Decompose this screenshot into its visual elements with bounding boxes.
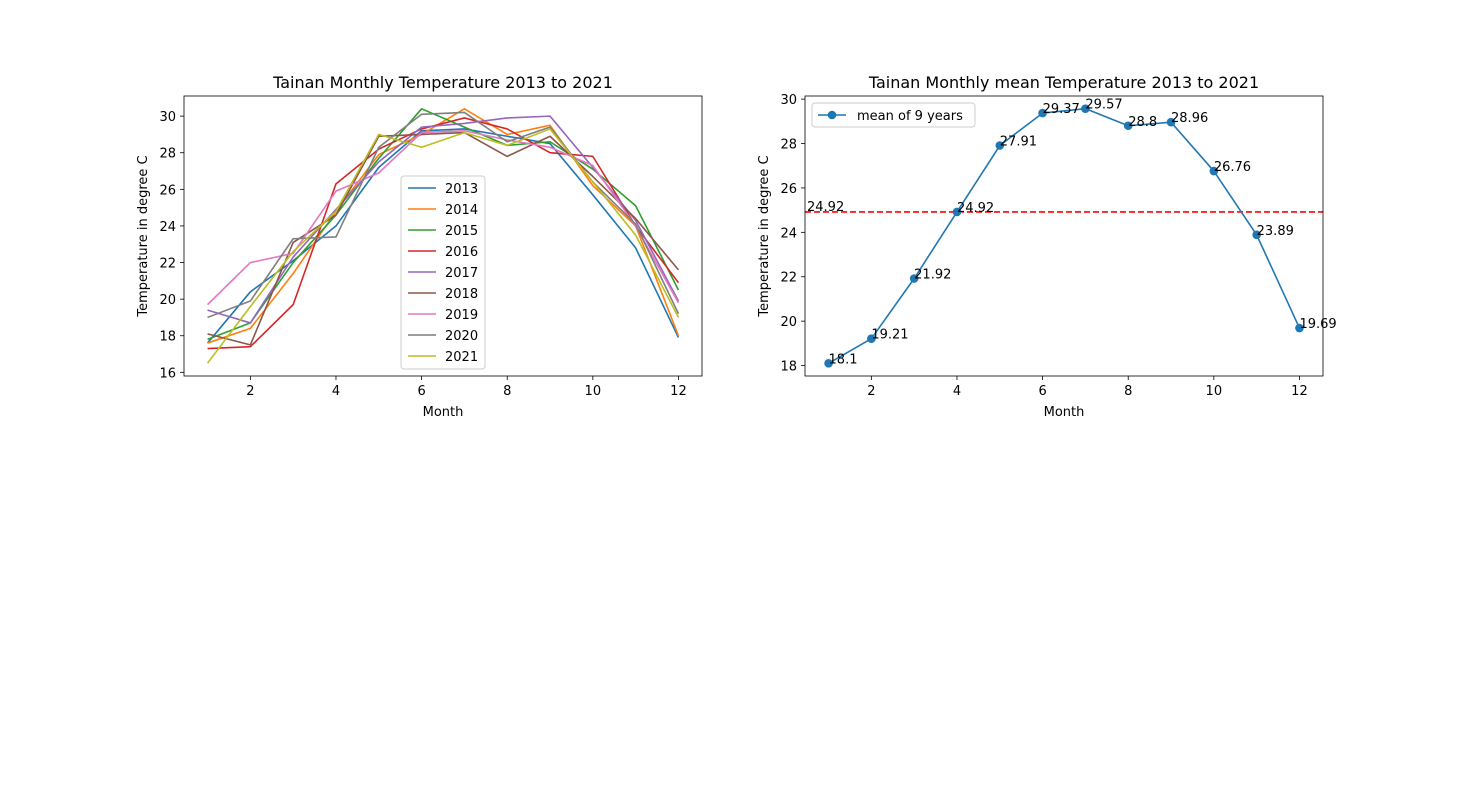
data-label: 19.21 (871, 328, 908, 343)
y-tick-label: 24 (780, 226, 797, 241)
legend-label: 2014 (445, 203, 478, 218)
data-labels: 18.1 19.21 21.92 24.92 27.91 29.37 29.57 28.8 28… (829, 98, 1337, 368)
legend-label: mean of 9 years (857, 109, 963, 124)
series-line-2013 (206, 128, 680, 344)
y-tick-label: 22 (780, 271, 797, 286)
y-tick-label: 16 (159, 366, 176, 381)
hline-label: 24.92 (807, 200, 844, 215)
data-label: 21.92 (914, 268, 951, 283)
x-tick-label: 2 (246, 384, 254, 399)
data-point (1081, 104, 1090, 113)
series-line-2019 (206, 129, 680, 306)
y-axis-ticks: 16 18 20 22 24 26 28 30 (159, 110, 184, 381)
y-tick-label: 18 (159, 330, 176, 345)
data-label: 23.89 (1257, 224, 1294, 239)
y-tick-label: 28 (159, 147, 176, 162)
series-line-2014 (207, 108, 680, 344)
data-label: 29.37 (1043, 102, 1080, 117)
data-label: 19.69 (1299, 317, 1336, 332)
y-tick-label: 20 (159, 293, 176, 308)
y-tick-label: 30 (780, 93, 797, 108)
legend-label: 2018 (445, 287, 478, 302)
y-tick-label: 26 (159, 183, 176, 198)
legend-box (400, 175, 486, 370)
series-line-2016 (207, 117, 680, 350)
x-axis-label: Month (1044, 405, 1085, 420)
x-axis-ticks: 2 4 6 8 10 12 (867, 376, 1308, 399)
y-tick-label: 26 (780, 182, 797, 197)
x-tick-label: 2 (867, 384, 875, 399)
x-tick-label: 4 (332, 384, 340, 399)
chart-title: Tainan Monthly Temperature 2013 to 2021 (272, 73, 613, 92)
data-point (824, 359, 833, 368)
legend: 2013 2014 2015 2016 2017 2018 2019 2020 2021 (400, 175, 486, 370)
x-tick-label: 8 (1124, 384, 1132, 399)
legend-label: 2015 (445, 224, 478, 239)
data-point (1252, 230, 1261, 240)
y-axis-label: Temperature in degree C (136, 155, 151, 317)
data-label: 29.57 (1085, 98, 1122, 113)
data-point (1295, 323, 1304, 333)
series-line-2020 (207, 111, 680, 319)
mean-line (828, 107, 1301, 365)
data-point (952, 207, 962, 217)
data-point (1038, 108, 1047, 118)
data-point (1166, 117, 1176, 127)
data-label: 18.1 (829, 352, 858, 367)
data-point (1123, 121, 1133, 131)
plot-frame (183, 95, 703, 377)
y-axis-ticks: 18 20 22 24 26 28 30 (780, 93, 805, 375)
legend-label: 2021 (445, 350, 478, 365)
legend-label: 2016 (445, 245, 478, 260)
legend-label: 2019 (445, 308, 478, 323)
y-tick-label: 30 (159, 110, 176, 125)
y-tick-label: 24 (159, 220, 176, 235)
data-point (1209, 166, 1219, 176)
series-line-2021 (206, 128, 680, 364)
year-lines (206, 108, 680, 364)
x-tick-label: 10 (585, 384, 602, 399)
plot-frame (804, 95, 1324, 377)
x-tick-label: 6 (1038, 384, 1046, 399)
legend-box (811, 102, 976, 128)
mean-temperature-chart: 24.92 18.1 19.21 21.92 24.92 27.91 29.37 29.57… (757, 73, 1337, 420)
legend-label: 2017 (445, 266, 478, 281)
y-tick-label: 18 (780, 360, 797, 375)
chart-title: Tainan Monthly mean Temperature 2013 to … (868, 73, 1259, 92)
x-tick-label: 10 (1206, 384, 1223, 399)
legend-marker (827, 110, 837, 120)
data-label: 26.76 (1214, 160, 1251, 175)
data-point (909, 274, 919, 283)
mean-reference-line: 24.92 (805, 200, 1323, 215)
mean-series (824, 104, 1304, 368)
x-axis-ticks: 2 4 6 8 10 12 (246, 376, 687, 399)
data-label: 28.96 (1171, 111, 1208, 126)
data-point (995, 141, 1005, 150)
x-tick-label: 4 (953, 384, 961, 399)
legend-label: 2020 (445, 329, 478, 344)
y-tick-label: 28 (780, 138, 797, 153)
legend: mean of 9 years (811, 102, 976, 128)
x-tick-label: 12 (670, 384, 687, 399)
y-tick-label: 22 (159, 257, 176, 272)
y-axis-label: Temperature in degree C (757, 155, 772, 317)
x-axis-label: Month (423, 405, 464, 420)
data-label: 24.92 (957, 201, 994, 216)
data-label: 28.8 (1128, 115, 1157, 130)
x-tick-label: 12 (1291, 384, 1308, 399)
data-point (867, 334, 876, 343)
data-label: 27.91 (1000, 135, 1037, 150)
y-tick-label: 20 (780, 315, 797, 330)
legend-label: 2013 (445, 182, 478, 197)
x-tick-label: 8 (503, 384, 511, 399)
x-tick-label: 6 (417, 384, 425, 399)
